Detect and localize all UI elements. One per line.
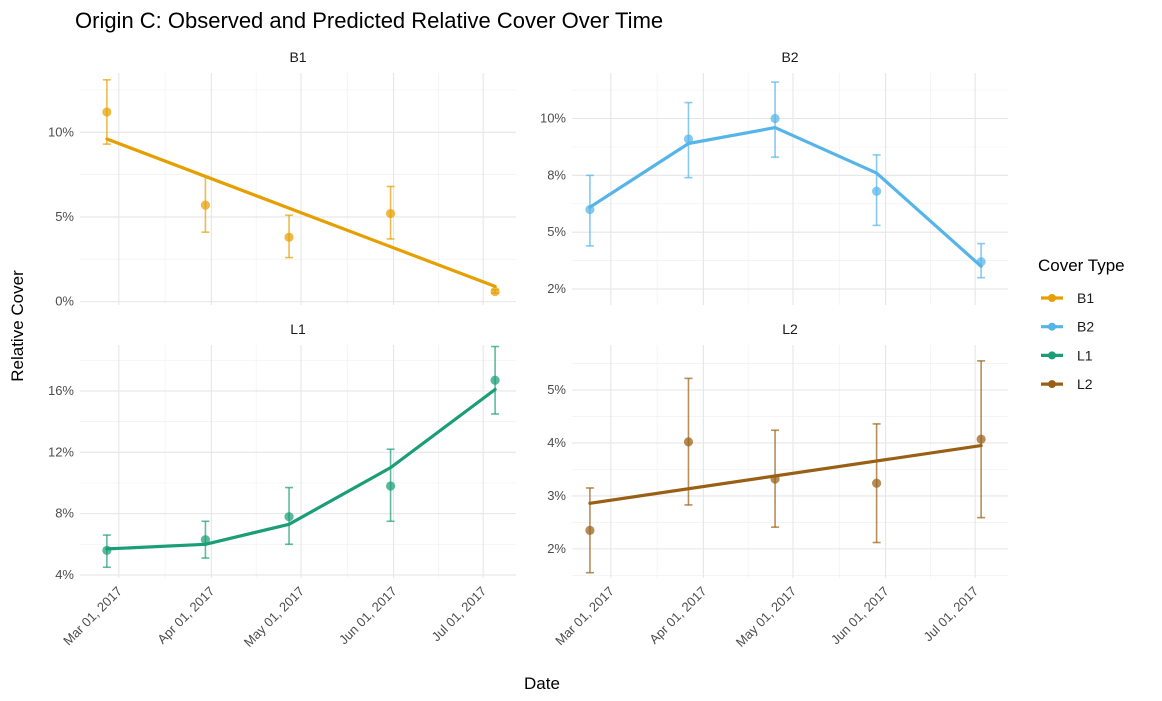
x-tick-label: Jul 01, 2017 [921, 584, 982, 645]
x-tick-label: Jul 01, 2017 [429, 584, 490, 645]
predicted-line-l1 [105, 387, 497, 551]
legend-label: B2 [1077, 319, 1094, 335]
panel-strip-label: L2 [782, 321, 798, 337]
x-tick-label: May 01, 2017 [733, 584, 799, 650]
legend-key-point [1048, 322, 1056, 331]
y-tick-label: 5% [547, 382, 566, 397]
y-tick-label: 4% [55, 567, 74, 582]
legend-key-point [1048, 294, 1056, 302]
chart-panels: B1 0% 5% 10% B2 2% 5% 8% 10% L1 4% 8% 12% 16% Mar 01, … [48, 49, 1008, 650]
legend-key-point [1048, 351, 1056, 360]
panel-strip-label: B2 [781, 49, 798, 65]
y-tick-label: 8% [55, 506, 74, 521]
x-tick-label: Jun 01, 2017 [336, 584, 400, 648]
observed-point [770, 113, 780, 124]
x-tick-label: May 01, 2017 [241, 584, 307, 650]
y-tick-label: 5% [547, 224, 566, 239]
panel-l1: L1 4% 8% 12% 16% Mar 01, 2017 Apr 01, 2017 May … [48, 321, 516, 650]
y-tick-label: 5% [55, 209, 74, 224]
panel-l2: L2 2% 3% 4% 5% Mar 01, 2017 Apr 01, 2017 May 01… [547, 321, 1008, 650]
y-tick-label: 4% [547, 435, 566, 450]
y-axis-title: Relative Cover [8, 270, 27, 382]
observed-point [284, 232, 294, 242]
panel-b1: B1 0% 5% 10% [48, 49, 516, 309]
observed-point [200, 200, 211, 210]
observed-point [284, 512, 294, 522]
x-axis-title: Date [524, 674, 560, 693]
chart-title: Origin C: Observed and Predicted Relativ… [75, 8, 663, 33]
y-tick-label: 0% [55, 294, 74, 309]
y-tick-label: 2% [547, 541, 566, 556]
predicted-line-b2 [588, 125, 983, 268]
legend-title: Cover Type [1038, 256, 1125, 275]
legend-label: L2 [1077, 376, 1093, 392]
y-tick-label: 10% [540, 110, 566, 125]
panel-b2: B2 2% 5% 8% 10% [540, 49, 1008, 305]
legend-item-l2: L2 [1041, 376, 1093, 392]
y-tick-label: 10% [48, 124, 74, 139]
observed-point [585, 204, 595, 215]
predicted-line-b1 [105, 137, 497, 288]
legend-key-point [1048, 380, 1056, 389]
observed-point [872, 186, 882, 196]
x-tick-label: Apr 01, 2017 [646, 584, 709, 647]
observed-point [976, 434, 986, 444]
legend-item-b1: B1 [1041, 290, 1094, 306]
legend: Cover Type B1 B2 L1 L2 [1038, 256, 1125, 392]
observed-point [585, 525, 595, 535]
observed-point [976, 257, 986, 267]
legend-label: B1 [1077, 290, 1094, 306]
observed-point [490, 286, 500, 297]
panel-strip-label: L1 [290, 321, 306, 337]
observed-point [102, 107, 112, 117]
observed-point [102, 545, 112, 556]
y-tick-label: 12% [48, 444, 74, 459]
observed-point [490, 375, 500, 385]
x-tick-label: Apr 01, 2017 [154, 584, 217, 647]
observed-point [385, 208, 396, 219]
legend-item-b2: B2 [1041, 319, 1094, 335]
legend-label: L1 [1077, 347, 1093, 363]
observed-point [200, 535, 211, 545]
observed-point [683, 134, 694, 144]
observed-point [770, 474, 780, 484]
y-tick-label: 3% [547, 488, 566, 503]
predicted-line-l2 [588, 444, 983, 505]
x-tick-label: Jun 01, 2017 [828, 584, 892, 648]
observed-point [872, 478, 882, 488]
x-tick-label: Mar 01, 2017 [60, 584, 125, 649]
observed-point [683, 437, 694, 447]
y-tick-label: 16% [48, 383, 74, 398]
legend-item-l1: L1 [1041, 347, 1093, 363]
panel-strip-label: B1 [289, 49, 306, 65]
y-tick-label: 8% [547, 167, 566, 182]
x-tick-label: Mar 01, 2017 [552, 584, 617, 649]
observed-point [385, 481, 396, 491]
y-tick-label: 2% [547, 281, 566, 296]
